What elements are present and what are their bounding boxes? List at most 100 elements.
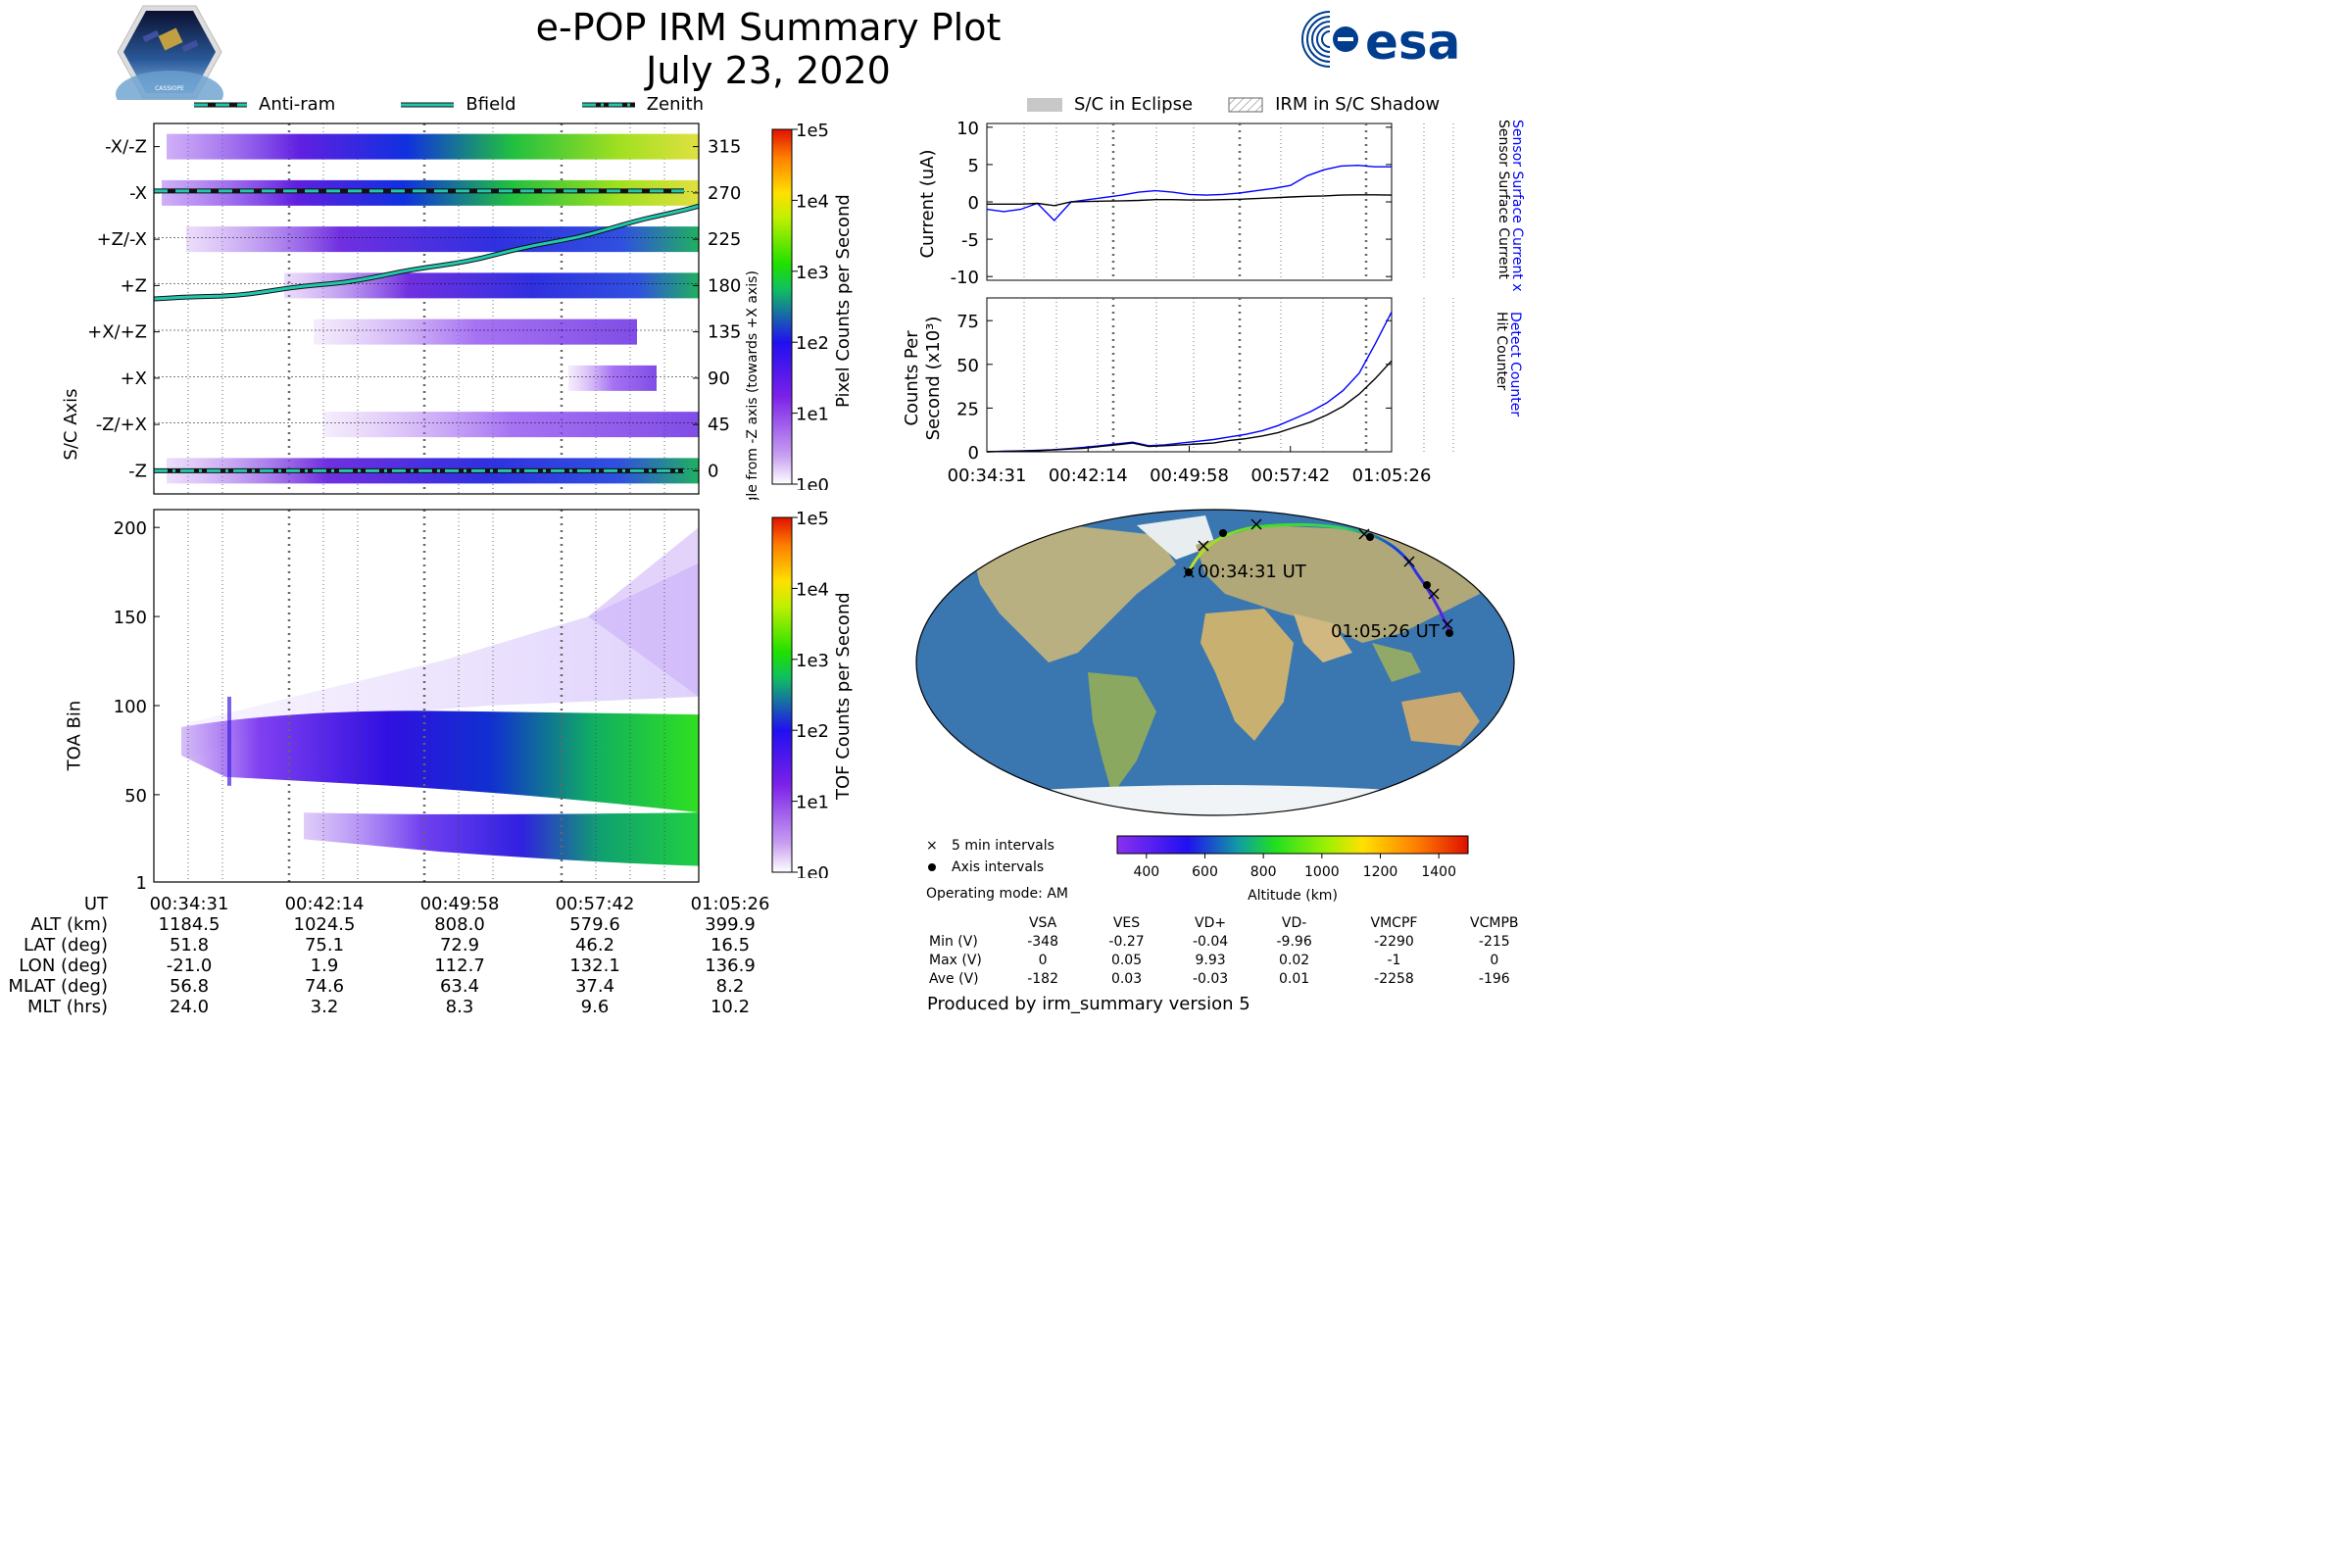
colorbar-tick-label: 1e4 (796, 579, 829, 600)
band-4 (314, 318, 637, 345)
x-tick-label: 01:05:26 (1352, 466, 1432, 486)
table-cell: -0.04 (1192, 934, 1229, 950)
esa-text: esa (1365, 14, 1460, 71)
altitude-label: Altitude (km) (1248, 888, 1338, 904)
x-tick-label: 00:49:58 (1150, 466, 1229, 486)
series-black-line (986, 360, 1393, 453)
eclipse-swatch (1027, 97, 1062, 112)
legend-axis: Axis intervals (926, 857, 1068, 878)
orbit-end-label: 01:05:26 UT (1331, 621, 1441, 642)
legend-axis-label: Axis intervals (952, 859, 1045, 875)
legend-bfield: Bfield (401, 94, 516, 115)
table-cell: 0 (1490, 953, 1499, 968)
summary-row-label: ALT (km) (30, 914, 108, 935)
x-tick-label: 00:34:31 (948, 466, 1027, 486)
summary-row: LAT (deg) 51.8 75.1 72.9 46.2 16.5 (4, 935, 798, 956)
current-panel: 10 5 0 -5 -10 Current (uA) Sensor Surface Cu… (917, 119, 1525, 292)
orbit-map: 00:34:31 UT 01:05:26 UT (915, 509, 1515, 816)
angle-tick-label: 45 (708, 415, 730, 435)
legend-shadow-label: IRM in S/C Shadow (1275, 94, 1441, 115)
summary-cell: 74.6 (304, 976, 345, 997)
pixel-colorbar-label: Pixel Counts per Second (833, 194, 854, 408)
cassiope-text: CASSIOPE (155, 85, 184, 92)
map-legend: × 5 min intervals Axis intervals Operati… (926, 835, 1068, 902)
pixel-counts-panel: -X/-Z 315 -X 270 +Z/-X 225 +Z 180 +X/+Z 135 +X 90 -Z… (61, 122, 760, 500)
voltage-row: Max (V) 0 0.05 9.93 0.02 -1 0 (923, 952, 1537, 970)
angle-tick-label: 135 (708, 322, 741, 343)
row-label: Max (V) (929, 953, 982, 968)
summary-cell: 399.9 (705, 914, 756, 935)
north-america (970, 525, 1176, 662)
summary-row: LON (deg) -21.0 1.9 112.7 132.1 136.9 (4, 956, 798, 976)
summary-cell: 63.4 (439, 976, 480, 997)
legend-eclipse-label: S/C in Eclipse (1074, 94, 1194, 115)
summary-row: UT 00:34:31 00:42:14 00:49:58 00:57:42 01:05:… (4, 894, 798, 914)
pixel-ylabel: S/C Axis (61, 388, 81, 460)
current-right-label-black: Sensor Surface Current (1495, 120, 1511, 279)
summary-cell: 00:42:14 (284, 894, 365, 914)
footer-text: Produced by irm_summary version 5 (927, 994, 1250, 1014)
summary-row: MLT (hrs) 24.0 3.2 8.3 9.6 10.2 (4, 997, 798, 1017)
y-category-label: -Z (128, 461, 147, 481)
legend-anti-ram-label: Anti-ram (259, 94, 336, 115)
altitude-tick-label: 800 (1250, 864, 1277, 880)
x-marker-icon: × (926, 838, 938, 854)
band-2 (186, 226, 699, 253)
y-category-label: -X (129, 183, 147, 204)
south-america (1088, 672, 1156, 795)
altitude-colorbar: 400 600 800 1000 1200 1400 Altitude (km) (1116, 835, 1469, 904)
altitude-tick-label: 400 (1133, 864, 1159, 880)
band-0 (167, 133, 699, 160)
y-tick-label: 200 (114, 518, 147, 539)
summary-cell: 8.2 (715, 976, 745, 997)
colorbar-tick-label: 1e0 (796, 863, 829, 878)
summary-cell: 808.0 (434, 914, 485, 935)
colorbar-tick-label: 1e2 (796, 721, 829, 742)
page-title: e-POP IRM Summary Plot (535, 6, 1002, 49)
altitude-tick-label: 1400 (1421, 864, 1456, 880)
series-blue-line (986, 164, 1392, 222)
colorbar-tick-label: 1e1 (796, 793, 829, 813)
summary-cell: -21.0 (166, 956, 213, 976)
colorbar-tick-label: 1e2 (796, 333, 829, 354)
eclipse-legend: S/C in Eclipse IRM in S/C Shadow (1027, 94, 1440, 115)
table-cell: -196 (1478, 971, 1510, 987)
colorbar-tick-label: 1e5 (796, 509, 829, 529)
shadow-swatch (1228, 97, 1263, 112)
angle-tick-label: 180 (708, 275, 741, 296)
y-tick-label: 50 (956, 356, 979, 376)
summary-cell: 00:34:31 (149, 894, 229, 914)
table-cell: -215 (1478, 934, 1510, 950)
dot-marker-icon (928, 863, 936, 871)
band-6 (323, 412, 699, 438)
y-tick-label: 25 (956, 399, 979, 419)
summary-cell: 10.2 (710, 997, 751, 1017)
legend-shadow: IRM in S/C Shadow (1228, 94, 1440, 115)
orbit-start-label: 00:34:31 UT (1198, 562, 1307, 582)
summary-cell: 9.6 (580, 997, 610, 1017)
table-cell: VMCPF (1370, 915, 1418, 931)
y-category-label: +X (121, 368, 147, 389)
voltage-header-row: VSA VES VD+ VD- VMCPF VCMPB (923, 914, 1537, 933)
current-right-label-blue: Sensor Surface Current x 5 (1509, 120, 1525, 292)
pixel-colorbar: 1e5 1e4 1e3 1e2 1e1 1e0 Pixel Counts per Seco… (771, 121, 854, 490)
summary-cell: 112.7 (434, 956, 485, 976)
legend-5min: × 5 min intervals (926, 835, 1068, 857)
legend-bfield-label: Bfield (466, 94, 516, 115)
colorbar-tick-label: 1e3 (796, 651, 829, 671)
tof-low-band (304, 812, 699, 866)
y-category-label: +Z/-X (97, 229, 147, 250)
voltage-table: VSA VES VD+ VD- VMCPF VCMPB Min (V) -348 -0.27 -0… (923, 914, 1537, 989)
page-date: July 23, 2020 (646, 49, 891, 92)
counts-ylabel-1: Counts Per (902, 330, 922, 426)
table-cell: VD- (1281, 915, 1307, 931)
antarctica (916, 785, 1514, 815)
table-cell: VD+ (1195, 915, 1227, 931)
y-tick-label: 0 (968, 443, 979, 464)
summary-cell: 16.5 (710, 935, 751, 956)
colorbar-tick-label: 1e4 (796, 191, 829, 212)
table-cell: 0.05 (1110, 953, 1143, 968)
tof-halo-fan (588, 527, 699, 697)
table-cell: -0.03 (1192, 971, 1229, 987)
